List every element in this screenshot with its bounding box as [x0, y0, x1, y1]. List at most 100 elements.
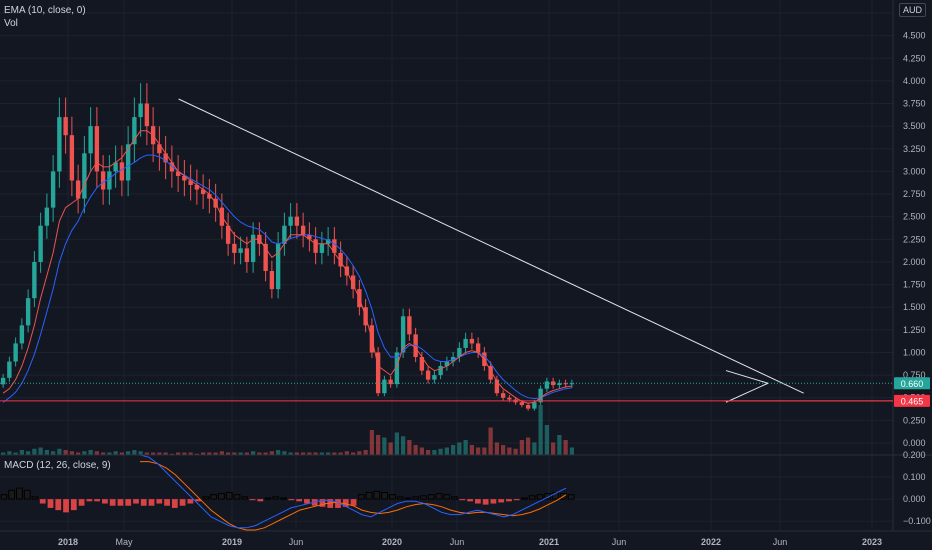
volume-bar [432, 450, 437, 455]
currency-badge[interactable]: AUD [898, 3, 926, 17]
volume-bar [207, 452, 212, 455]
candle-body [550, 381, 556, 386]
candle-body [307, 234, 312, 240]
candle-body [82, 153, 87, 199]
macd-histogram-bar [513, 499, 520, 501]
candle-body [519, 402, 525, 405]
candle-body [119, 162, 125, 181]
trendline[interactable] [725, 382, 769, 403]
macd-histogram-bar [427, 494, 435, 500]
macd-histogram-bar [459, 499, 466, 501]
macd-histogram-bar [55, 499, 62, 511]
macd-histogram-bar [396, 496, 404, 500]
volume-bar [332, 452, 337, 455]
candle-body [38, 225, 43, 262]
trendline[interactable] [725, 370, 769, 384]
trendline[interactable] [178, 98, 804, 394]
macd-histogram-bar [39, 499, 46, 504]
volume-bar [369, 430, 374, 455]
macd-histogram-bar [567, 494, 575, 500]
price-marker-badge[interactable] [894, 377, 930, 390]
volume-bar [282, 451, 287, 455]
volume-bar [501, 445, 506, 455]
volume-bar [357, 451, 362, 455]
candle-body [444, 361, 450, 367]
volume-bar [276, 450, 281, 455]
macd-histogram-bar [156, 499, 163, 504]
candle-body [400, 316, 406, 353]
macd-histogram-bar [233, 494, 241, 500]
candle-body [144, 103, 150, 127]
volume-bar [401, 436, 406, 455]
volume-bar [488, 427, 493, 455]
vol-legend-label[interactable]: Vol [4, 18, 18, 29]
volume-bar [313, 452, 318, 455]
macd-histogram-bar [47, 499, 54, 508]
macd-histogram-bar [342, 499, 349, 507]
macd-histogram-bar [109, 499, 116, 506]
volume-bar [101, 452, 106, 455]
volume-bar [76, 452, 81, 455]
candle-body [182, 175, 187, 181]
candle-body [500, 393, 506, 398]
x-tick-label: 2022 [701, 537, 721, 547]
volume-bar [394, 432, 399, 455]
macd-histogram-bar [365, 492, 373, 500]
volume-bar [151, 452, 156, 455]
macd-legend-label[interactable]: MACD (12, 26, close, 9) [4, 460, 111, 471]
volume-bar [463, 440, 468, 455]
volume-bar [63, 450, 68, 455]
macd-histogram-bar [63, 499, 69, 513]
volume-bar [1, 452, 6, 455]
x-tick-label: Jun [289, 537, 304, 547]
x-tick-label: 2019 [222, 537, 242, 547]
macd-histogram-bar [23, 489, 31, 500]
volume-bar [426, 450, 431, 455]
candle-body [207, 194, 212, 199]
candle-body [13, 343, 18, 362]
volume-bar [213, 452, 218, 455]
volume-bar [32, 448, 37, 455]
volume-bar [219, 451, 224, 455]
volume-bar [238, 452, 243, 455]
candle-body [425, 370, 431, 380]
x-tick-label: 2020 [382, 537, 402, 547]
price-marker-badge[interactable] [894, 394, 930, 407]
candle-body [338, 252, 343, 267]
candle-body [69, 135, 75, 181]
macd-histogram-bar [490, 499, 497, 504]
candle-body [50, 171, 56, 208]
macd-histogram-bar [443, 494, 451, 500]
macd-histogram-bar [420, 495, 427, 500]
macd-histogram-bar [94, 499, 101, 502]
volume-bar [438, 448, 443, 455]
volume-bar [69, 451, 74, 455]
candle-body [350, 275, 356, 290]
candle-body [532, 402, 537, 409]
candle-body [194, 185, 200, 190]
candle-body [94, 126, 100, 172]
volume-bar [519, 440, 524, 455]
macd-histogram-bar [202, 496, 210, 500]
volume-bar [7, 451, 12, 455]
macd-histogram-bar [482, 499, 489, 505]
macd-histogram-bar [435, 493, 443, 500]
ema-line [2, 130, 572, 404]
volume-bar [307, 452, 312, 455]
macd-histogram-bar [357, 494, 365, 500]
candles [0, 83, 575, 411]
macd-histogram-bar [544, 493, 552, 500]
volume-bar [338, 452, 343, 455]
ema-legend-label[interactable]: EMA (10, close, 0) [4, 5, 86, 16]
macd-tick-label: −0.100 [903, 516, 931, 526]
macd-histogram-bar [187, 499, 194, 504]
volume-bar [301, 452, 306, 455]
volume-bar [232, 452, 237, 455]
macd-histogram-bar [8, 489, 16, 500]
macd-histogram-bar [528, 495, 536, 500]
volume-bar [494, 442, 499, 455]
candle-body [225, 225, 231, 244]
y-tick-label: 1.000 [903, 347, 926, 357]
volume-bar [194, 453, 199, 455]
